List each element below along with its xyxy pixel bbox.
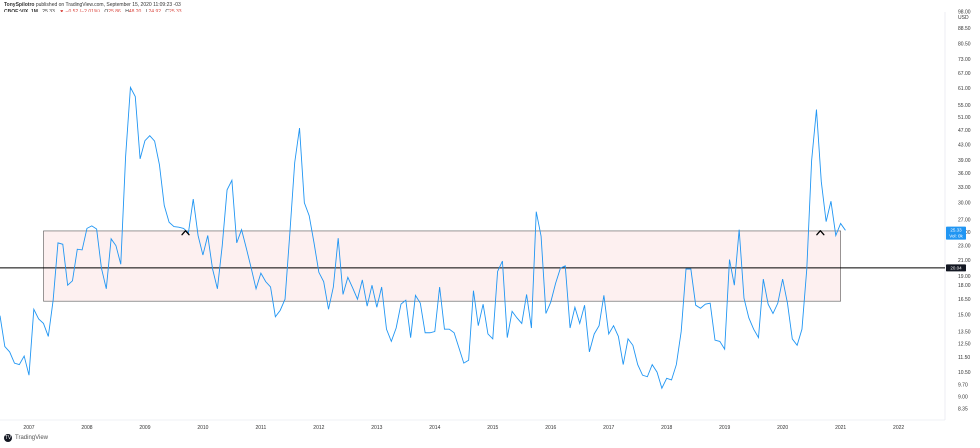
time-tick-label: 2007 (23, 425, 34, 431)
caret-up-icon (181, 230, 190, 236)
time-tick-label: 2009 (139, 425, 150, 431)
time-tick-label: 2017 (603, 425, 614, 431)
price-tick-label: 36.00 (958, 171, 971, 177)
volume-label: Vol: 0k (949, 234, 963, 239)
time-tick-label: 2008 (81, 425, 92, 431)
price-tick-label: 73.00 (958, 57, 971, 63)
publisher-info: published on TradingView.com, September … (34, 2, 181, 8)
price-tick-label: 67.00 (958, 71, 971, 77)
price-tick-label: 47.00 (958, 128, 971, 134)
price-tick-label: 51.00 (958, 115, 971, 121)
time-tick-label: 2022 (893, 425, 904, 431)
series-line-vix (0, 85, 846, 390)
price-badges: 25.33 Vol: 0k 20.04 (946, 226, 966, 272)
time-tick-label: 2019 (719, 425, 730, 431)
time-tick-label: 2014 (429, 425, 440, 431)
brand-name: TradingView (15, 435, 49, 441)
price-tick-label: 11.50 (958, 355, 970, 361)
price-tick-label: 80.50 (958, 41, 971, 47)
last-price-label: 25.33 (950, 227, 962, 232)
price-tick-label: 30.00 (958, 201, 971, 207)
price-tick-label: 12.50 (958, 342, 971, 348)
price-tick-label: 27.00 (958, 218, 971, 224)
plot-area[interactable] (0, 12, 945, 420)
level-price-label: 20.04 (950, 265, 962, 270)
price-tick-label: 8.35 (958, 407, 968, 413)
price-tick-label: 23.00 (958, 243, 971, 249)
caret-up-icon (816, 230, 825, 236)
price-tick-label: 16.50 (958, 297, 971, 303)
price-axis[interactable]: 98.00 88.50 80.50 73.00 67.00 61.00 55.00 51.00… (958, 10, 971, 413)
price-tick-label: 19.00 (958, 274, 971, 280)
time-axis[interactable]: 2007 2008 2009 2010 2011 2012 2013 2014 2015 2016… (23, 425, 904, 431)
price-tick-label: 43.00 (958, 143, 971, 149)
price-tick-label: 88.50 (958, 26, 971, 32)
price-tick-label: 39.00 (958, 158, 971, 164)
level-price-badge (946, 264, 966, 272)
markers (181, 230, 825, 236)
price-tick-label: 9.70 (958, 383, 968, 389)
time-tick-label: 2015 (487, 425, 498, 431)
time-tick-label: 2011 (256, 425, 267, 431)
price-tick-label: 9.00 (958, 395, 968, 401)
price-tick-label: 98.00 (958, 10, 971, 16)
range-box[interactable] (43, 230, 841, 302)
price-tick-label: 55.00 (958, 103, 971, 109)
price-tick-label: 15.00 (958, 312, 971, 318)
time-tick-label: 2020 (777, 425, 788, 431)
price-unit-label: USD (958, 15, 969, 21)
price-tick-label: 13.50 (958, 329, 971, 335)
price-tick-label: 18.00 (958, 283, 971, 289)
price-tick-label: 21.00 (958, 258, 971, 264)
time-tick-label: 2012 (313, 425, 324, 431)
publisher-line: TonySpilotro published on TradingView.co… (4, 2, 182, 9)
time-tick-label: 2010 (197, 425, 208, 431)
time-tick-label: 2021 (835, 425, 846, 431)
publisher-user: TonySpilotro (4, 2, 35, 8)
last-price-badge (946, 226, 966, 240)
time-tick-label: 2018 (661, 425, 672, 431)
price-tick-label: 61.00 (958, 86, 971, 92)
time-tick-label: 2016 (545, 425, 556, 431)
time-tick-label: 2013 (371, 425, 382, 431)
price-tick-label: 10.50 (958, 370, 971, 376)
price-tick-label: 33.00 (958, 185, 971, 191)
footer-brand: TV TradingView (4, 434, 48, 442)
tradingview-logo-icon: TV (4, 434, 12, 442)
